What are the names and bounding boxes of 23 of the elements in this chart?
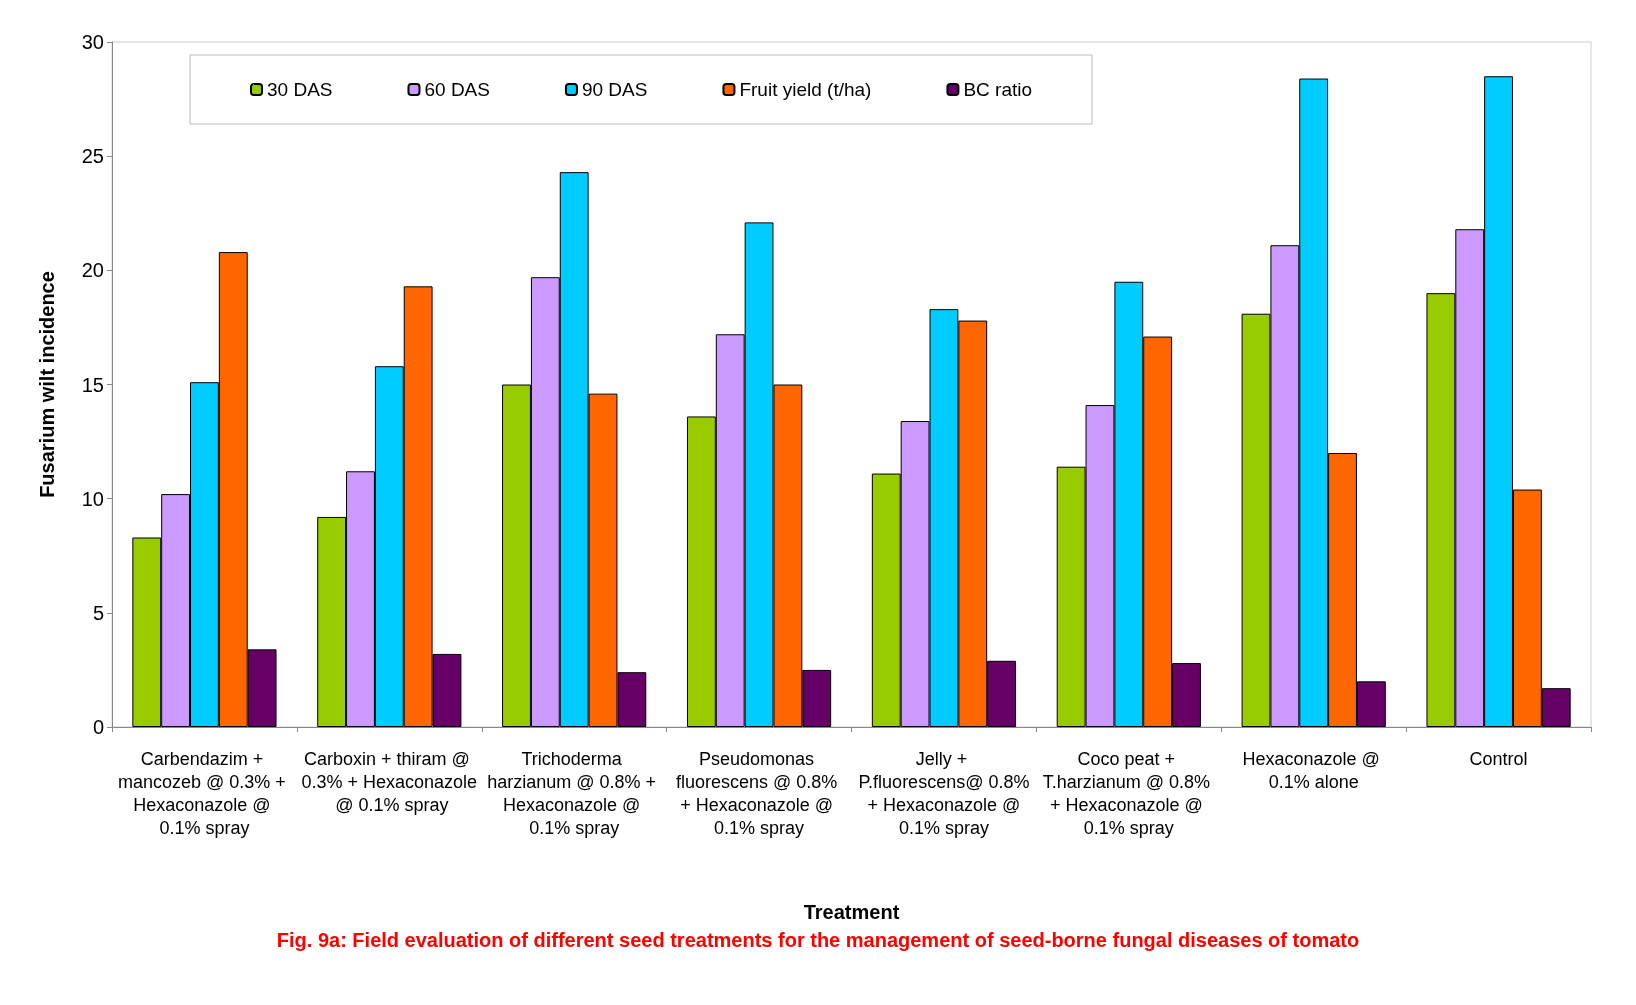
legend-label: 30 DAS [267, 79, 333, 100]
x-tick-label: Trichoderma harzianum @ 0.8% + Hexaconazole @ 0.1% spray [487, 748, 662, 838]
x-tick-label: Carbendazim + mancozeb @ 0.3% + Hexaconazole @ 0.1% spray [118, 748, 291, 838]
x-tick-label: Hexaconazole @ 0.1% alone [1242, 748, 1385, 792]
legend-label: BC ratio [963, 79, 1033, 100]
y-tick-label: 5 [92, 601, 104, 624]
y-tick-label: 0 [92, 716, 104, 738]
y-tick-label: 30 [81, 31, 104, 53]
y-axis-title: Fusarium wilt incidence [36, 271, 58, 498]
x-tick-label: Jelly + P.fluorescens@ 0.8% + Hexaconazole @ 0.1% spray [858, 748, 1030, 838]
legend-label: 60 DAS [424, 79, 490, 100]
x-tick-label: Pseudomonas fluorescens @ 0.8% + Hexaconazole @ 0.1% spray [675, 748, 843, 838]
y-tick-label: 25 [81, 145, 104, 168]
legend-label: Fruit yield (t/ha) [739, 79, 872, 100]
y-tick-label: 15 [81, 373, 104, 396]
x-tick-label: Control [1469, 748, 1528, 769]
x-tick-label: Carboxin + thiram @ 0.3% + Hexaconazole @ 0.1% spray [301, 748, 478, 815]
x-axis-title: Treatment [803, 901, 900, 923]
text: Fig. 9a: Field evaluation of different seed treatments for the management of seed-borne fungal diseases of tomato [276, 929, 1360, 951]
y-tick-label: 10 [81, 487, 104, 510]
legend-label: 90 DAS [581, 79, 648, 100]
y-tick-label: 20 [81, 259, 104, 282]
x-tick-label: Coco peat + T.harzianum @ 0.8% + Hexaconazole @ 0.1% spray [1042, 748, 1215, 838]
